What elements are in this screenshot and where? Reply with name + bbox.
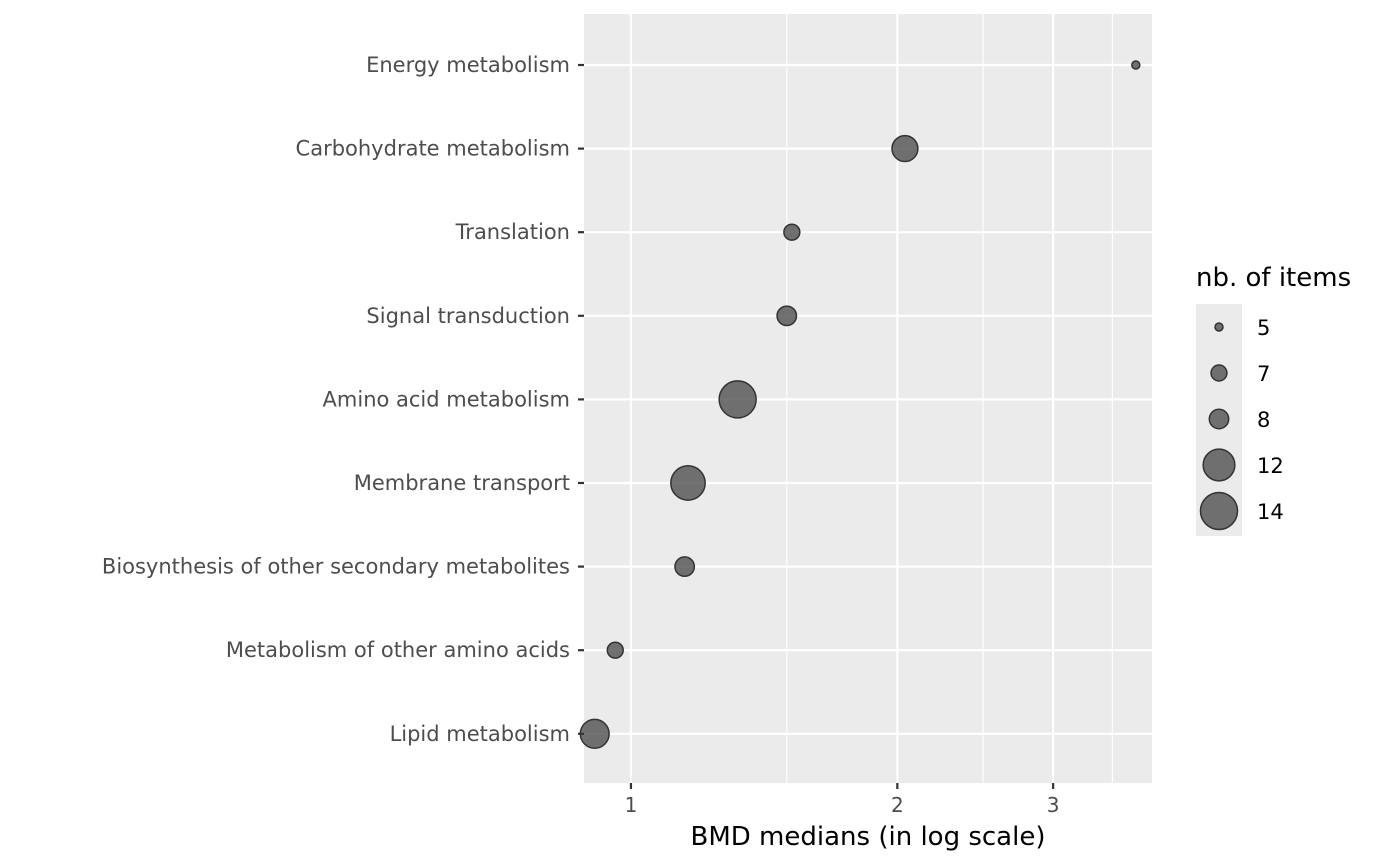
- y-tick-label: Carbohydrate metabolism: [296, 137, 570, 161]
- data-point: [891, 134, 919, 163]
- y-tick-label: Metabolism of other amino acids: [226, 638, 570, 662]
- legend-title: nb. of items: [1196, 263, 1351, 293]
- y-tick-label: Energy metabolism: [366, 53, 570, 77]
- size-legend: nb. of items 5 7 8 12 14: [1196, 263, 1351, 536]
- y-tick-label: Translation: [455, 220, 570, 244]
- major-gridlines: [584, 14, 1152, 783]
- y-axis: Energy metabolism Carbohydrate metabolism…: [102, 53, 584, 746]
- data-point: [670, 465, 706, 501]
- x-tick-label: 2: [891, 793, 904, 817]
- x-axis: 1 2 3: [625, 783, 1060, 817]
- legend-key-label: 14: [1257, 500, 1284, 524]
- data-point: [1131, 60, 1141, 70]
- legend-keys: 5 7 8 12 14: [1199, 316, 1284, 531]
- legend-key-circle: [1202, 448, 1236, 482]
- data-point: [606, 641, 624, 659]
- legend-key-label: 7: [1257, 362, 1270, 386]
- y-tick-label: Signal transduction: [366, 304, 570, 328]
- legend-key-circle: [1210, 364, 1228, 382]
- y-tick-label: Membrane transport: [354, 471, 570, 495]
- legend-key-circle: [1199, 491, 1239, 531]
- x-axis-title: BMD medians (in log scale): [691, 822, 1046, 852]
- data-point: [776, 305, 798, 327]
- legend-key-label: 5: [1257, 316, 1270, 340]
- data-points: [579, 60, 1141, 749]
- legend-key-label: 8: [1257, 408, 1270, 432]
- data-point: [718, 380, 757, 419]
- y-tick-label: Biosynthesis of other secondary metaboli…: [102, 555, 570, 579]
- data-point: [674, 556, 696, 578]
- y-tick-label: Lipid metabolism: [390, 722, 570, 746]
- data-point: [579, 718, 610, 749]
- y-tick-label: Amino acid metabolism: [323, 387, 570, 411]
- data-point: [783, 223, 801, 241]
- x-tick-label: 3: [1047, 793, 1060, 817]
- legend-key-circle: [1214, 322, 1224, 332]
- x-tick-label: 1: [625, 793, 638, 817]
- legend-key-circle: [1208, 408, 1230, 430]
- legend-key-label: 12: [1257, 454, 1284, 478]
